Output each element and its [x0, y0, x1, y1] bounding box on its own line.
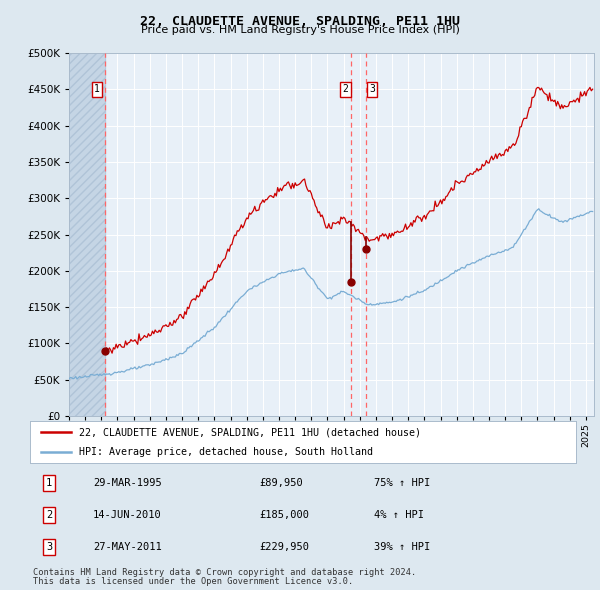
Text: 14-JUN-2010: 14-JUN-2010 [93, 510, 161, 520]
Text: £229,950: £229,950 [259, 542, 310, 552]
Text: £89,950: £89,950 [259, 478, 303, 488]
Text: Contains HM Land Registry data © Crown copyright and database right 2024.: Contains HM Land Registry data © Crown c… [33, 568, 416, 576]
Text: 3: 3 [369, 84, 375, 94]
Text: 22, CLAUDETTE AVENUE, SPALDING, PE11 1HU: 22, CLAUDETTE AVENUE, SPALDING, PE11 1HU [140, 15, 460, 28]
Text: 2: 2 [342, 84, 348, 94]
Text: 1: 1 [46, 478, 52, 488]
Polygon shape [69, 53, 105, 416]
Text: Price paid vs. HM Land Registry's House Price Index (HPI): Price paid vs. HM Land Registry's House … [140, 25, 460, 35]
Text: 2: 2 [46, 510, 52, 520]
Text: 22, CLAUDETTE AVENUE, SPALDING, PE11 1HU (detached house): 22, CLAUDETTE AVENUE, SPALDING, PE11 1HU… [79, 427, 421, 437]
Text: 75% ↑ HPI: 75% ↑ HPI [374, 478, 430, 488]
Text: This data is licensed under the Open Government Licence v3.0.: This data is licensed under the Open Gov… [33, 577, 353, 586]
Text: HPI: Average price, detached house, South Holland: HPI: Average price, detached house, Sout… [79, 447, 373, 457]
Text: £185,000: £185,000 [259, 510, 310, 520]
Text: 3: 3 [46, 542, 52, 552]
Text: 27-MAY-2011: 27-MAY-2011 [93, 542, 161, 552]
Text: 29-MAR-1995: 29-MAR-1995 [93, 478, 161, 488]
Text: 39% ↑ HPI: 39% ↑ HPI [374, 542, 430, 552]
Text: 1: 1 [94, 84, 100, 94]
Text: 4% ↑ HPI: 4% ↑ HPI [374, 510, 424, 520]
